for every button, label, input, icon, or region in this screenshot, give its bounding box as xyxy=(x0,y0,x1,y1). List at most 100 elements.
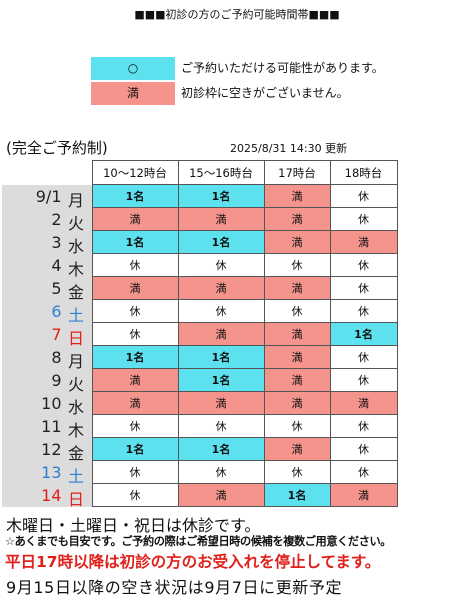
date-cell: 10 水 xyxy=(2,391,92,417)
weekday: 土 xyxy=(68,466,85,486)
weekday: 金 xyxy=(68,443,85,463)
status-cell: 1名 xyxy=(263,483,331,507)
row: 14 日休満 1名満 xyxy=(2,483,398,509)
date: 12 xyxy=(41,439,62,459)
legend-text: ご予約いただける可能性があります。 xyxy=(181,61,384,75)
date: 8 xyxy=(51,347,62,367)
status-cell: 1名 xyxy=(177,184,265,208)
row: 9 火満 1名満休 xyxy=(2,368,398,394)
date-cell: 9/1 月 xyxy=(2,184,92,210)
status-cell: 1名 xyxy=(91,184,179,208)
weekday: 木 xyxy=(68,420,85,440)
status-cell: 1名 xyxy=(91,437,179,461)
status-cell: 休 xyxy=(263,253,331,277)
row: 3 水 1名 1名満満 xyxy=(2,230,398,256)
column-header: 17時台 xyxy=(263,160,331,185)
status-cell: 休 xyxy=(329,368,398,392)
weekday: 水 xyxy=(68,397,85,417)
status-cell: 満 xyxy=(263,391,331,415)
date: 5 xyxy=(51,278,62,298)
status-cell: 満 xyxy=(177,391,265,415)
date: 6 xyxy=(51,301,62,321)
weekday: 木 xyxy=(68,259,85,279)
status-cell: 休 xyxy=(329,276,398,300)
status-cell: 休 xyxy=(329,460,398,484)
weekday: 月 xyxy=(68,190,85,210)
date-cell: 12 金 xyxy=(2,437,92,463)
status-cell: 休 xyxy=(329,437,398,461)
status-cell: 休 xyxy=(329,345,398,369)
column-header: 15〜16時台 xyxy=(177,160,265,185)
status-cell: 休 xyxy=(177,299,265,323)
weekday: 月 xyxy=(68,351,85,371)
status-cell: 休 xyxy=(91,299,179,323)
status-cell: 休 xyxy=(329,414,398,438)
status-cell: 満 xyxy=(91,391,179,415)
status-cell: 1名 xyxy=(177,437,265,461)
header-row: 10〜12時台 15〜16時台 17時台 18時台 xyxy=(2,160,398,185)
status-cell: 休 xyxy=(263,460,331,484)
date-cell: 13 土 xyxy=(2,460,92,486)
status-cell: 満 xyxy=(263,276,331,300)
status-cell: 1名 xyxy=(177,345,265,369)
footer-note: 9月15日以降の空き状況は9月7日に更新予定 xyxy=(6,578,343,597)
status-cell: 満 xyxy=(263,437,331,461)
status-cell: 1名 xyxy=(177,230,265,254)
date: 11 xyxy=(41,416,62,436)
status-cell: 満 xyxy=(263,230,331,254)
status-cell: 休 xyxy=(177,414,265,438)
footer-note: 木曜日・土曜日・祝日は休診です。 xyxy=(6,516,261,535)
legend-symbol: ○ xyxy=(91,57,175,80)
weekday: 日 xyxy=(68,328,85,348)
date: 9 xyxy=(51,370,62,390)
status-cell: 満 xyxy=(263,207,331,231)
title: ■■■初診の方のご予約可能時間帯■■■ xyxy=(134,8,340,21)
status-cell: 休 xyxy=(91,483,179,507)
date: 3 xyxy=(51,232,62,252)
status-cell: 1名 xyxy=(329,322,398,346)
status-cell: 休 xyxy=(91,322,179,346)
date-cell: 14 日 xyxy=(2,483,92,509)
row: 8 月 1名 1名満休 xyxy=(2,345,398,371)
legend-symbol: 満 xyxy=(91,82,175,105)
date: 4 xyxy=(51,255,62,275)
corner xyxy=(2,161,92,185)
column-header: 18時台 xyxy=(329,160,398,185)
status-cell: 満 xyxy=(91,368,179,392)
row: 7 日休満満 1名 xyxy=(2,322,398,348)
weekday: 金 xyxy=(68,282,85,302)
status-cell: 休 xyxy=(329,184,398,208)
status-cell: 休 xyxy=(91,253,179,277)
status-cell: 休 xyxy=(91,460,179,484)
status-cell: 休 xyxy=(329,207,398,231)
date: 10 xyxy=(41,393,62,413)
weekday: 火 xyxy=(68,374,85,394)
date-cell: 11 木 xyxy=(2,414,92,440)
row: 12 金 1名 1名満休 xyxy=(2,437,398,463)
row: 10 水満満満満 xyxy=(2,391,398,417)
status-cell: 満 xyxy=(177,207,265,231)
schedule-table: 10〜12時台 15〜16時台 17時台 18時台 9/1 月 1名 1名満休 2 火満満満休 3… xyxy=(2,160,398,509)
date: 14 xyxy=(41,485,62,505)
date: 7 xyxy=(51,324,62,344)
status-cell: 満 xyxy=(329,230,398,254)
status-cell: 休 xyxy=(91,414,179,438)
status-cell: 満 xyxy=(91,276,179,300)
date: 9/1 xyxy=(35,186,62,206)
row: 13 土休休休休 xyxy=(2,460,398,486)
row: 9/1 月 1名 1名満休 xyxy=(2,184,398,210)
status-cell: 満 xyxy=(329,483,398,507)
status-cell: 満 xyxy=(177,276,265,300)
status-cell: 1名 xyxy=(91,345,179,369)
